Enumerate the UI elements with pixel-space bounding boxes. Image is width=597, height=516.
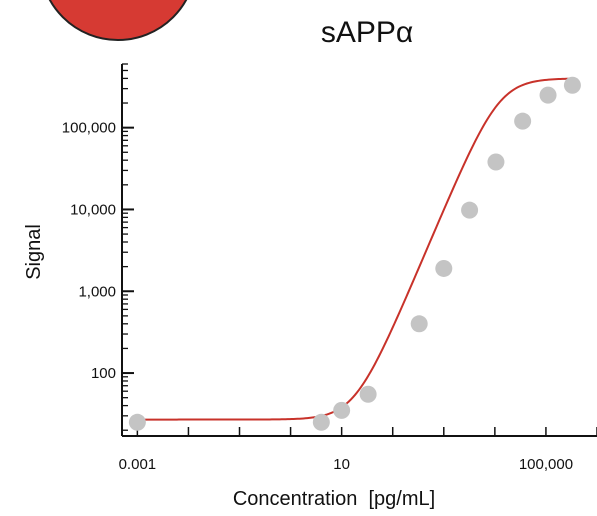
x-tick-label: 0.001 (119, 456, 157, 473)
data-point (410, 315, 428, 333)
data-point (435, 259, 453, 277)
y-ticks: 100 1,000 10,000 100,000 (62, 63, 134, 431)
chart-title: sAPPα (321, 16, 413, 49)
data-point (539, 86, 557, 104)
x-tick-label: 10 (333, 456, 350, 473)
y-tick-label: 1,000 (78, 283, 116, 300)
data-point (333, 401, 351, 419)
fit-curve (137, 77, 573, 421)
x-tick-label: 100,000 (519, 456, 573, 473)
data-point (128, 413, 146, 431)
x-axis-title: Concentration [pg/mL] (233, 488, 435, 510)
data-points (128, 76, 581, 431)
logo (48, 0, 188, 41)
data-point (359, 385, 377, 403)
data-point (461, 201, 479, 219)
data-point (563, 76, 581, 94)
data-point (312, 413, 330, 431)
data-point (487, 153, 505, 171)
x-ticks: 0.001 10 100,000 (119, 427, 597, 473)
y-tick-label: 100 (91, 365, 116, 382)
y-axis-title: Signal (23, 224, 45, 280)
y-tick-label: 100,000 (62, 120, 116, 137)
y-tick-label: 10,000 (70, 201, 116, 218)
data-point (514, 112, 532, 130)
